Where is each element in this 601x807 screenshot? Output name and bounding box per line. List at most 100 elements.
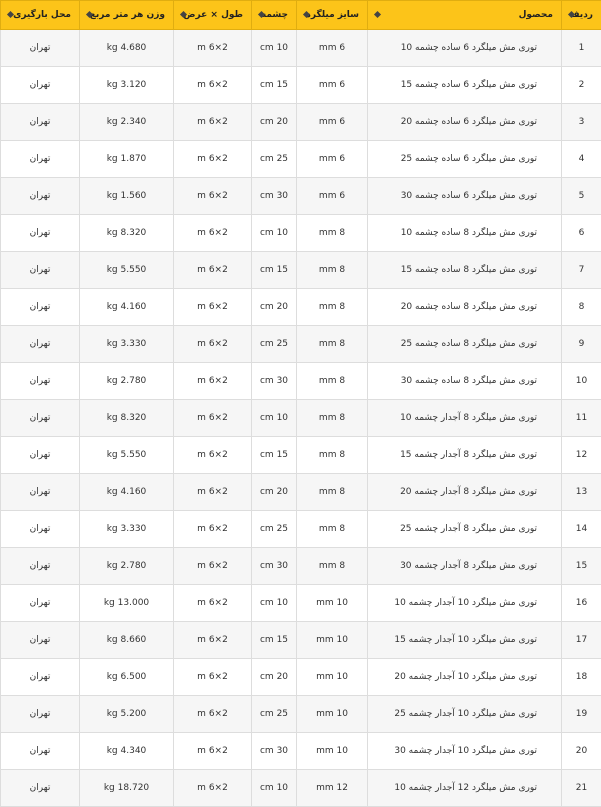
table-cell: 2×6 m — [174, 141, 252, 178]
table-cell: 16 — [562, 585, 601, 622]
table-cell: تهران — [1, 215, 80, 252]
table-cell: تهران — [1, 252, 80, 289]
table-cell: تهران — [1, 141, 80, 178]
table-cell: 8 — [562, 289, 601, 326]
table-cell: 20 — [562, 733, 601, 770]
table-cell: 13.000 kg — [80, 585, 174, 622]
table-cell: 8 mm — [297, 326, 368, 363]
table-cell: 5 — [562, 178, 601, 215]
table-cell: 2 — [562, 67, 601, 104]
table-cell: تهران — [1, 770, 80, 807]
table-cell: تهران — [1, 733, 80, 770]
table-cell: 4.160 kg — [80, 289, 174, 326]
header-label: وزن هر متر مربع — [90, 10, 165, 20]
table-cell: 19 — [562, 696, 601, 733]
table-cell: تهران — [1, 104, 80, 141]
table-cell: توری مش میلگرد 10 آجدار چشمه 20 — [368, 659, 562, 696]
table-cell: توری مش میلگرد 8 آجدار چشمه 20 — [368, 474, 562, 511]
table-cell: توری مش میلگرد 10 آجدار چشمه 10 — [368, 585, 562, 622]
table-cell: توری مش میلگرد 8 ساده چشمه 25 — [368, 326, 562, 363]
table-cell: 30 cm — [252, 733, 297, 770]
table-cell: 17 — [562, 622, 601, 659]
table-cell: 15 cm — [252, 252, 297, 289]
table-cell: 6 — [562, 215, 601, 252]
table-cell: 8 mm — [297, 437, 368, 474]
table-cell: تهران — [1, 585, 80, 622]
table-cell: 2×6 m — [174, 289, 252, 326]
table-cell: 10 mm — [297, 622, 368, 659]
column-header[interactable]: چشمه — [252, 1, 297, 30]
header-label: محصول — [519, 10, 553, 20]
table-cell: 25 cm — [252, 326, 297, 363]
table-cell: 2×6 m — [174, 400, 252, 437]
table-cell: 8 mm — [297, 215, 368, 252]
column-header[interactable]: ردیف — [562, 1, 601, 30]
table-cell: 2.780 kg — [80, 548, 174, 585]
table-cell: 1 — [562, 30, 601, 67]
table-cell: توری مش میلگرد 8 ساده چشمه 15 — [368, 252, 562, 289]
column-header[interactable]: محصول — [368, 1, 562, 30]
table-cell: 12 — [562, 437, 601, 474]
column-header[interactable]: سایز میلگرد — [297, 1, 368, 30]
table-cell: 5.550 kg — [80, 252, 174, 289]
table-cell: 10 cm — [252, 30, 297, 67]
table-cell: 11 — [562, 400, 601, 437]
table-cell: 25 cm — [252, 511, 297, 548]
table-cell: 4.160 kg — [80, 474, 174, 511]
table-cell: توری مش میلگرد 8 آجدار چشمه 30 — [368, 548, 562, 585]
table-cell: 2×6 m — [174, 770, 252, 807]
table-cell: 7 — [562, 252, 601, 289]
table-cell: توری مش میلگرد 8 آجدار چشمه 25 — [368, 511, 562, 548]
table-cell: 3 — [562, 104, 601, 141]
table-cell: توری مش میلگرد 6 ساده چشمه 25 — [368, 141, 562, 178]
table-cell: 9 — [562, 326, 601, 363]
column-header[interactable]: محل بارگیری — [1, 1, 80, 30]
table-cell: توری مش میلگرد 6 ساده چشمه 30 — [368, 178, 562, 215]
table-cell: 30 cm — [252, 363, 297, 400]
table-cell: 18.720 kg — [80, 770, 174, 807]
table-cell: تهران — [1, 622, 80, 659]
table-cell: 10 — [562, 363, 601, 400]
table-cell: 6 mm — [297, 141, 368, 178]
table-cell: 4 — [562, 141, 601, 178]
table-cell: 2×6 m — [174, 215, 252, 252]
table-cell: توری مش میلگرد 12 آجدار چشمه 10 — [368, 770, 562, 807]
table-cell: توری مش میلگرد 10 آجدار چشمه 15 — [368, 622, 562, 659]
table-cell: 6 mm — [297, 178, 368, 215]
column-header[interactable]: طول × عرض — [174, 1, 252, 30]
table-cell: توری مش میلگرد 8 ساده چشمه 10 — [368, 215, 562, 252]
table-cell: 10 mm — [297, 659, 368, 696]
table-cell: 15 cm — [252, 67, 297, 104]
table-cell: 2×6 m — [174, 585, 252, 622]
table-cell: 3.330 kg — [80, 511, 174, 548]
table-cell: 1.560 kg — [80, 178, 174, 215]
table-cell: 2×6 m — [174, 30, 252, 67]
table-cell: 2×6 m — [174, 511, 252, 548]
table-cell: 8 mm — [297, 400, 368, 437]
table-cell: توری مش میلگرد 6 ساده چشمه 10 — [368, 30, 562, 67]
table-cell: 10 cm — [252, 770, 297, 807]
table-cell: 8 mm — [297, 252, 368, 289]
table-cell: 10 cm — [252, 585, 297, 622]
table-cell: 2×6 m — [174, 474, 252, 511]
table-cell: 2×6 m — [174, 733, 252, 770]
column-header[interactable]: وزن هر متر مربع — [80, 1, 174, 30]
table-cell: 2.340 kg — [80, 104, 174, 141]
table-cell: 10 cm — [252, 400, 297, 437]
table-cell: 2×6 m — [174, 548, 252, 585]
table-cell: 2×6 m — [174, 659, 252, 696]
table-cell: 2×6 m — [174, 104, 252, 141]
table-cell: تهران — [1, 511, 80, 548]
